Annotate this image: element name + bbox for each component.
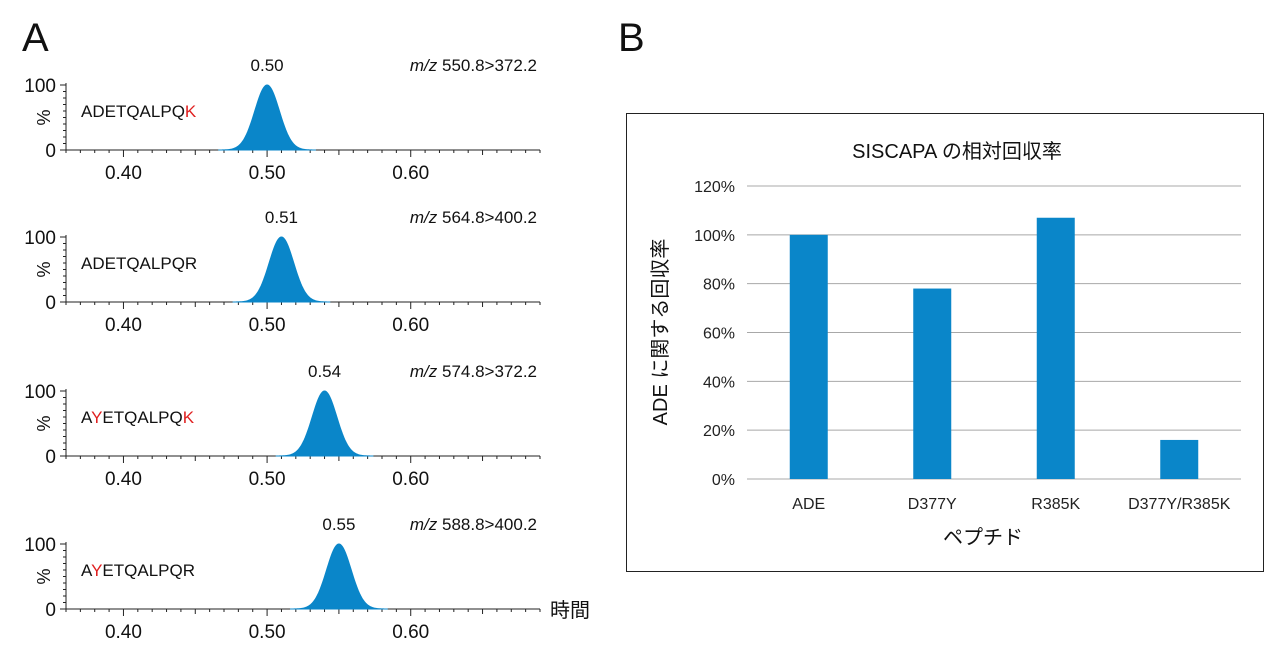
x-tick-label: 0.60 bbox=[392, 163, 429, 184]
x-tick-label: D377Y bbox=[908, 496, 957, 513]
chromatogram-2: 100 0% 0.40 0.50 0.60 0.51 ADETQALPQR m/z 564.8… bbox=[24, 208, 541, 336]
apex-label: 0.51 bbox=[265, 208, 298, 227]
y-axis-label: % bbox=[34, 109, 54, 125]
recovery-bar-chart: 0% 20% 40% 60% 80% 100% 120% ADE D377Y R385K D377Y… bbox=[649, 140, 1241, 549]
x-tick-label: D377Y/R385K bbox=[1128, 496, 1231, 513]
y-axis-label: % bbox=[34, 261, 54, 277]
bar-ade bbox=[789, 234, 828, 479]
peptide-label: AYETQALPQR bbox=[81, 561, 195, 580]
y-tick-label: 40% bbox=[703, 374, 735, 391]
x-tick-label: 0.60 bbox=[392, 315, 429, 336]
x-axis-label: 時間 bbox=[550, 599, 590, 622]
mz-value: 564.8>400.2 bbox=[437, 208, 537, 227]
bar-d377y-r385k bbox=[1160, 439, 1199, 479]
x-tick-label: 0.40 bbox=[105, 315, 142, 336]
peak bbox=[290, 543, 388, 610]
peak bbox=[275, 390, 374, 457]
y-axis-label: ADE に関する回収率 bbox=[649, 239, 672, 426]
chromatogram-4: 100 0% 0.40 0.50 0.60 0.55 AYETQALPQR m/z 588.8… bbox=[24, 515, 541, 643]
peptide-segment: A bbox=[81, 561, 93, 580]
y-axis-label: % bbox=[34, 415, 54, 431]
x-tick-label: 0.50 bbox=[249, 163, 286, 184]
mz-label: m/z 550.8>372.2 bbox=[410, 56, 537, 75]
x-tick-label: R385K bbox=[1031, 496, 1080, 513]
bar-d377y bbox=[913, 288, 952, 479]
mz-prefix: m/z bbox=[410, 362, 438, 381]
y-tick-label: 0% bbox=[712, 472, 735, 489]
y-tick-label: 80% bbox=[703, 277, 735, 294]
x-tick-label: 0.40 bbox=[105, 163, 142, 184]
mz-prefix: m/z bbox=[410, 208, 438, 227]
x-tick-label: 0.50 bbox=[249, 622, 286, 643]
x-tick-label: 0.40 bbox=[105, 469, 142, 490]
recovery-chart-frame: 0% 20% 40% 60% 80% 100% 120% ADE D377Y R385K D377Y… bbox=[626, 113, 1264, 572]
peptide-segment: ETQALPQ bbox=[102, 408, 182, 427]
peptide-segment: K bbox=[185, 102, 197, 121]
y-tick-label: 60% bbox=[703, 326, 735, 343]
y-tick-label: 100 bbox=[24, 76, 56, 97]
chart-title: SISCAPA の相対回収率 bbox=[852, 140, 1062, 163]
y-tick-label: 120% bbox=[694, 179, 735, 196]
y-tick-label: 100 bbox=[24, 535, 56, 556]
x-tick-label: 0.50 bbox=[249, 315, 286, 336]
x-tick-label: 0.60 bbox=[392, 469, 429, 490]
y-tick-label: 0 bbox=[45, 141, 56, 162]
peptide-segment: Y bbox=[91, 561, 102, 580]
y-tick-label: 0 bbox=[45, 600, 56, 621]
mz-label: m/z 588.8>400.2 bbox=[410, 515, 537, 534]
peptide-segment: ADETQALPQ bbox=[81, 102, 185, 121]
panel-b-label: B bbox=[618, 16, 645, 60]
mz-label: m/z 574.8>372.2 bbox=[410, 362, 537, 381]
x-tick-label: 0.50 bbox=[249, 469, 286, 490]
y-tick-label: 0 bbox=[45, 293, 56, 314]
x-tick-label: 0.40 bbox=[105, 622, 142, 643]
y-axis-label: % bbox=[34, 568, 54, 584]
apex-label: 0.50 bbox=[251, 56, 284, 75]
peak bbox=[218, 84, 316, 151]
mz-value: 550.8>372.2 bbox=[437, 56, 537, 75]
y-tick-label: 0 bbox=[45, 447, 56, 468]
peptide-segment: K bbox=[183, 408, 195, 427]
peptide-label: AYETQALPQK bbox=[81, 408, 195, 427]
y-tick-label: 100 bbox=[24, 382, 56, 403]
mz-prefix: m/z bbox=[410, 56, 438, 75]
mz-value: 574.8>372.2 bbox=[437, 362, 537, 381]
y-tick-label: 20% bbox=[703, 423, 735, 440]
peptide-label: ADETQALPQK bbox=[81, 102, 197, 121]
y-tick-label: 100% bbox=[694, 228, 735, 245]
peptide-segment: Y bbox=[91, 408, 102, 427]
panel-a-label: A bbox=[22, 16, 49, 60]
peptide-label: ADETQALPQR bbox=[81, 254, 197, 273]
peptide-segment: A bbox=[81, 408, 93, 427]
peptide-segment: ADETQALPQR bbox=[81, 254, 197, 273]
x-tick-label: 0.60 bbox=[392, 622, 429, 643]
x-tick-label: ADE bbox=[792, 496, 825, 513]
y-tick-label: 100 bbox=[24, 228, 56, 249]
apex-label: 0.55 bbox=[322, 515, 355, 534]
mz-prefix: m/z bbox=[410, 515, 438, 534]
mz-value: 588.8>400.2 bbox=[437, 515, 537, 534]
peak bbox=[232, 236, 331, 303]
mz-label: m/z 564.8>400.2 bbox=[410, 208, 537, 227]
peptide-segment: ETQALPQR bbox=[102, 561, 195, 580]
apex-label: 0.54 bbox=[308, 362, 341, 381]
bar-r385k bbox=[1036, 217, 1075, 479]
x-axis-label: ペプチド bbox=[943, 527, 1023, 549]
